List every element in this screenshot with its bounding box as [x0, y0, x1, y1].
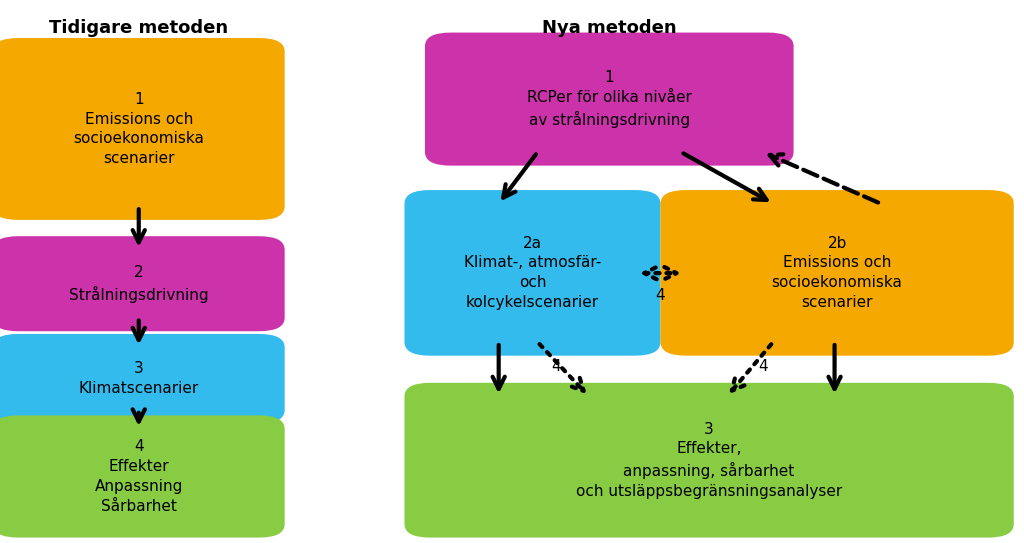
Text: Tidigare metoden: Tidigare metoden — [49, 19, 228, 37]
Text: 1
RCPer för olika nivåer
av strålningsdrivning: 1 RCPer för olika nivåer av strålningsdr… — [526, 71, 692, 128]
FancyBboxPatch shape — [425, 33, 794, 166]
Text: 3
Effekter,
anpassning, sårbarhet
och utsläppsbegränsningsanalyser: 3 Effekter, anpassning, sårbarhet och ut… — [575, 421, 843, 499]
Text: 4: 4 — [758, 359, 768, 374]
Text: 4: 4 — [655, 288, 666, 304]
Text: 4: 4 — [551, 359, 561, 374]
Text: 1
Emissions och
socioekonomiska
scenarier: 1 Emissions och socioekonomiska scenarie… — [74, 92, 204, 166]
Text: Nya metoden: Nya metoden — [542, 19, 677, 37]
Text: 2b
Emissions och
socioekonomiska
scenarier: 2b Emissions och socioekonomiska scenari… — [772, 236, 902, 310]
FancyBboxPatch shape — [404, 190, 660, 356]
Text: 2
Strålningsdrivning: 2 Strålningsdrivning — [69, 265, 209, 302]
FancyBboxPatch shape — [0, 415, 285, 538]
Text: 2a
Klimat-, atmosfär-
och
kolcykelscenarier: 2a Klimat-, atmosfär- och kolcykelscenar… — [464, 236, 601, 310]
FancyBboxPatch shape — [0, 236, 285, 331]
Text: 4
Effekter
Anpassning
Sårbarhet: 4 Effekter Anpassning Sårbarhet — [94, 439, 183, 514]
FancyBboxPatch shape — [0, 334, 285, 424]
Text: 3
Klimatscenarier: 3 Klimatscenarier — [79, 361, 199, 396]
FancyBboxPatch shape — [0, 38, 285, 220]
FancyBboxPatch shape — [660, 190, 1014, 356]
FancyBboxPatch shape — [404, 383, 1014, 538]
